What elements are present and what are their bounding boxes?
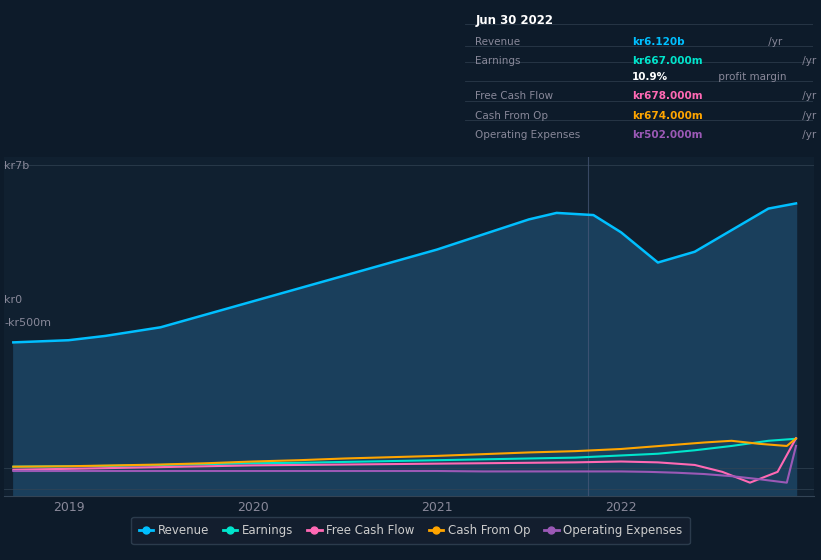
Text: kr7b: kr7b — [4, 161, 30, 171]
Text: -kr500m: -kr500m — [4, 318, 51, 328]
Text: /yr: /yr — [799, 91, 816, 101]
Text: kr678.000m: kr678.000m — [632, 91, 703, 101]
Legend: Revenue, Earnings, Free Cash Flow, Cash From Op, Operating Expenses: Revenue, Earnings, Free Cash Flow, Cash … — [131, 517, 690, 544]
Text: /yr: /yr — [799, 56, 816, 66]
Text: kr502.000m: kr502.000m — [632, 130, 702, 140]
Text: Earnings: Earnings — [475, 56, 521, 66]
Text: kr0: kr0 — [4, 295, 22, 305]
Text: Jun 30 2022: Jun 30 2022 — [475, 14, 553, 27]
Text: Free Cash Flow: Free Cash Flow — [475, 91, 553, 101]
Text: kr667.000m: kr667.000m — [632, 56, 703, 66]
Text: /yr: /yr — [799, 110, 816, 120]
Text: 10.9%: 10.9% — [632, 72, 668, 82]
Text: Cash From Op: Cash From Op — [475, 110, 548, 120]
Text: kr674.000m: kr674.000m — [632, 110, 703, 120]
Text: /yr: /yr — [765, 37, 782, 47]
Text: Operating Expenses: Operating Expenses — [475, 130, 580, 140]
Text: profit margin: profit margin — [715, 72, 787, 82]
Text: Revenue: Revenue — [475, 37, 521, 47]
Text: /yr: /yr — [799, 130, 816, 140]
Text: kr6.120b: kr6.120b — [632, 37, 685, 47]
